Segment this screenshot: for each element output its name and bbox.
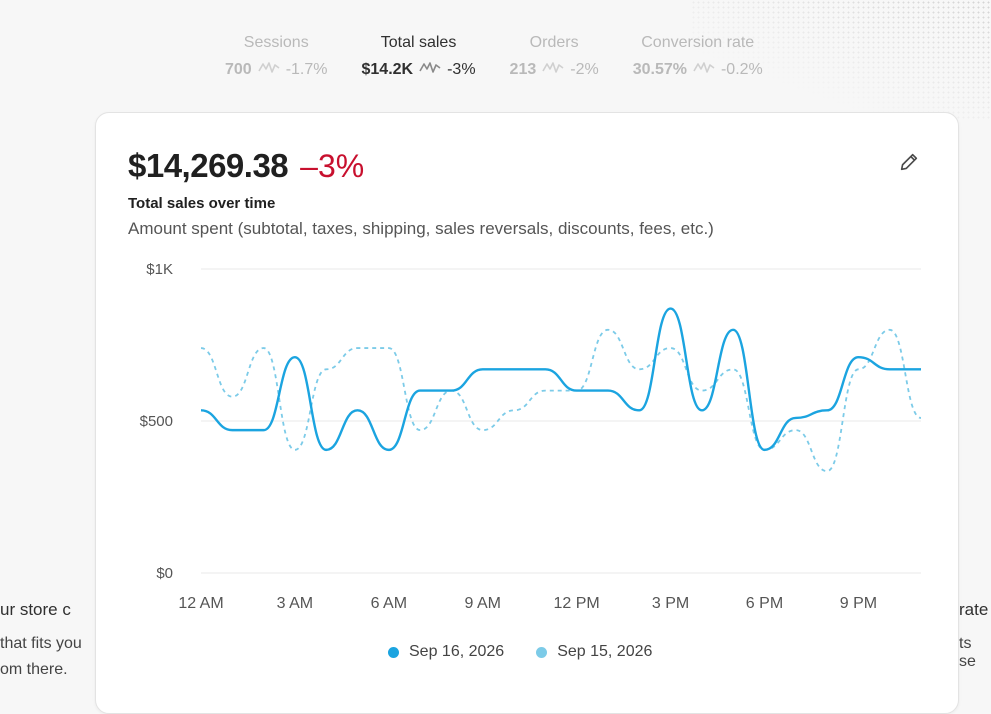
pencil-icon[interactable] [898,151,920,173]
x-tick-label: 9 PM [840,595,877,612]
chart-subtitle: Amount spent (subtotal, taxes, shipping,… [128,219,714,238]
background-dot-pattern [691,0,991,120]
sparkline-icon [693,60,715,79]
metric-values: $14.2K -3% [362,60,476,79]
chart-title: Total sales over time [128,195,276,212]
legend-dot-icon [388,646,399,658]
chart-legend: Sep 16, 2026 Sep 15, 2026 [388,643,652,661]
legend-label: Sep 15, 2026 [557,643,653,660]
metric-change: -0.2% [720,60,763,78]
legend-item[interactable]: Sep 16, 2026 [388,643,504,661]
metric-tab-2[interactable]: Orders 213 -2% [510,34,599,79]
y-tick-label: $0 [156,565,173,582]
background-card-text-left-1: that fits you [0,635,82,652]
background-card-text-right-1: ts se [959,635,976,670]
sparkline-icon [542,60,564,79]
metric-value: 30.57% [632,60,687,78]
metric-change: -3% [447,60,476,78]
background-card-text-left-2: om there. [0,661,68,678]
y-tick-label: $500 [140,413,173,430]
headline: $14,269.38 –3% [128,147,364,185]
sales-line-chart: $1K $500 $0 12 AM 3 AM 6 AM 9 AM 12 PM 3 PM 6 PM 9… [140,261,922,612]
metric-tab-0[interactable]: Sessions 700 -1.7% [225,34,328,79]
x-tick-label: 3 PM [652,595,689,612]
metric-tab-1[interactable]: Total sales $14.2K -3% [362,34,476,79]
x-tick-label: 6 PM [746,595,783,612]
sales-card: $14,269.38 –3% Total sales over time Amo… [95,112,959,714]
x-tick-label: 9 AM [465,595,501,612]
legend-item[interactable]: Sep 15, 2026 [536,643,652,661]
total-sales-amount: $14,269.38 [128,147,289,184]
metric-values: 700 -1.7% [225,60,328,79]
metric-tabs: Sessions 700 -1.7% Total sales $14.2K -3% Orde… [225,34,797,79]
background-card-heading-left: ur store c [0,600,71,619]
sparkline-icon [419,60,441,79]
metric-values: 30.57% -0.2% [633,60,763,79]
legend-label: Sep 16, 2026 [409,643,505,660]
metric-change: -1.7% [285,60,328,78]
metric-label: Total sales [380,34,457,51]
metric-label: Sessions [243,34,309,51]
series-line-current [200,307,921,452]
metric-change: -2% [570,60,599,78]
metric-value: 213 [509,60,537,78]
pencil-icon-svg [900,153,918,171]
metric-value: 700 [225,60,252,78]
series-line-comparison [200,328,922,473]
metric-values: 213 -2% [510,60,599,79]
sales-change-percent: –3% [300,148,365,184]
metric-tab-3[interactable]: Conversion rate 30.57% -0.2% [633,34,763,79]
x-tick-label: 12 PM [554,595,600,612]
background-card-heading-right: rate [959,600,989,619]
metric-label: Conversion rate [641,34,755,51]
x-tick-label: 6 AM [371,595,407,612]
metric-value: $14.2K [361,60,414,78]
y-tick-label: $1K [146,261,173,278]
legend-dot-icon [536,646,548,658]
x-tick-label: 12 AM [178,595,223,612]
metric-label: Orders [529,34,579,51]
sparkline-icon [258,60,280,79]
x-tick-label: 3 AM [277,595,313,612]
